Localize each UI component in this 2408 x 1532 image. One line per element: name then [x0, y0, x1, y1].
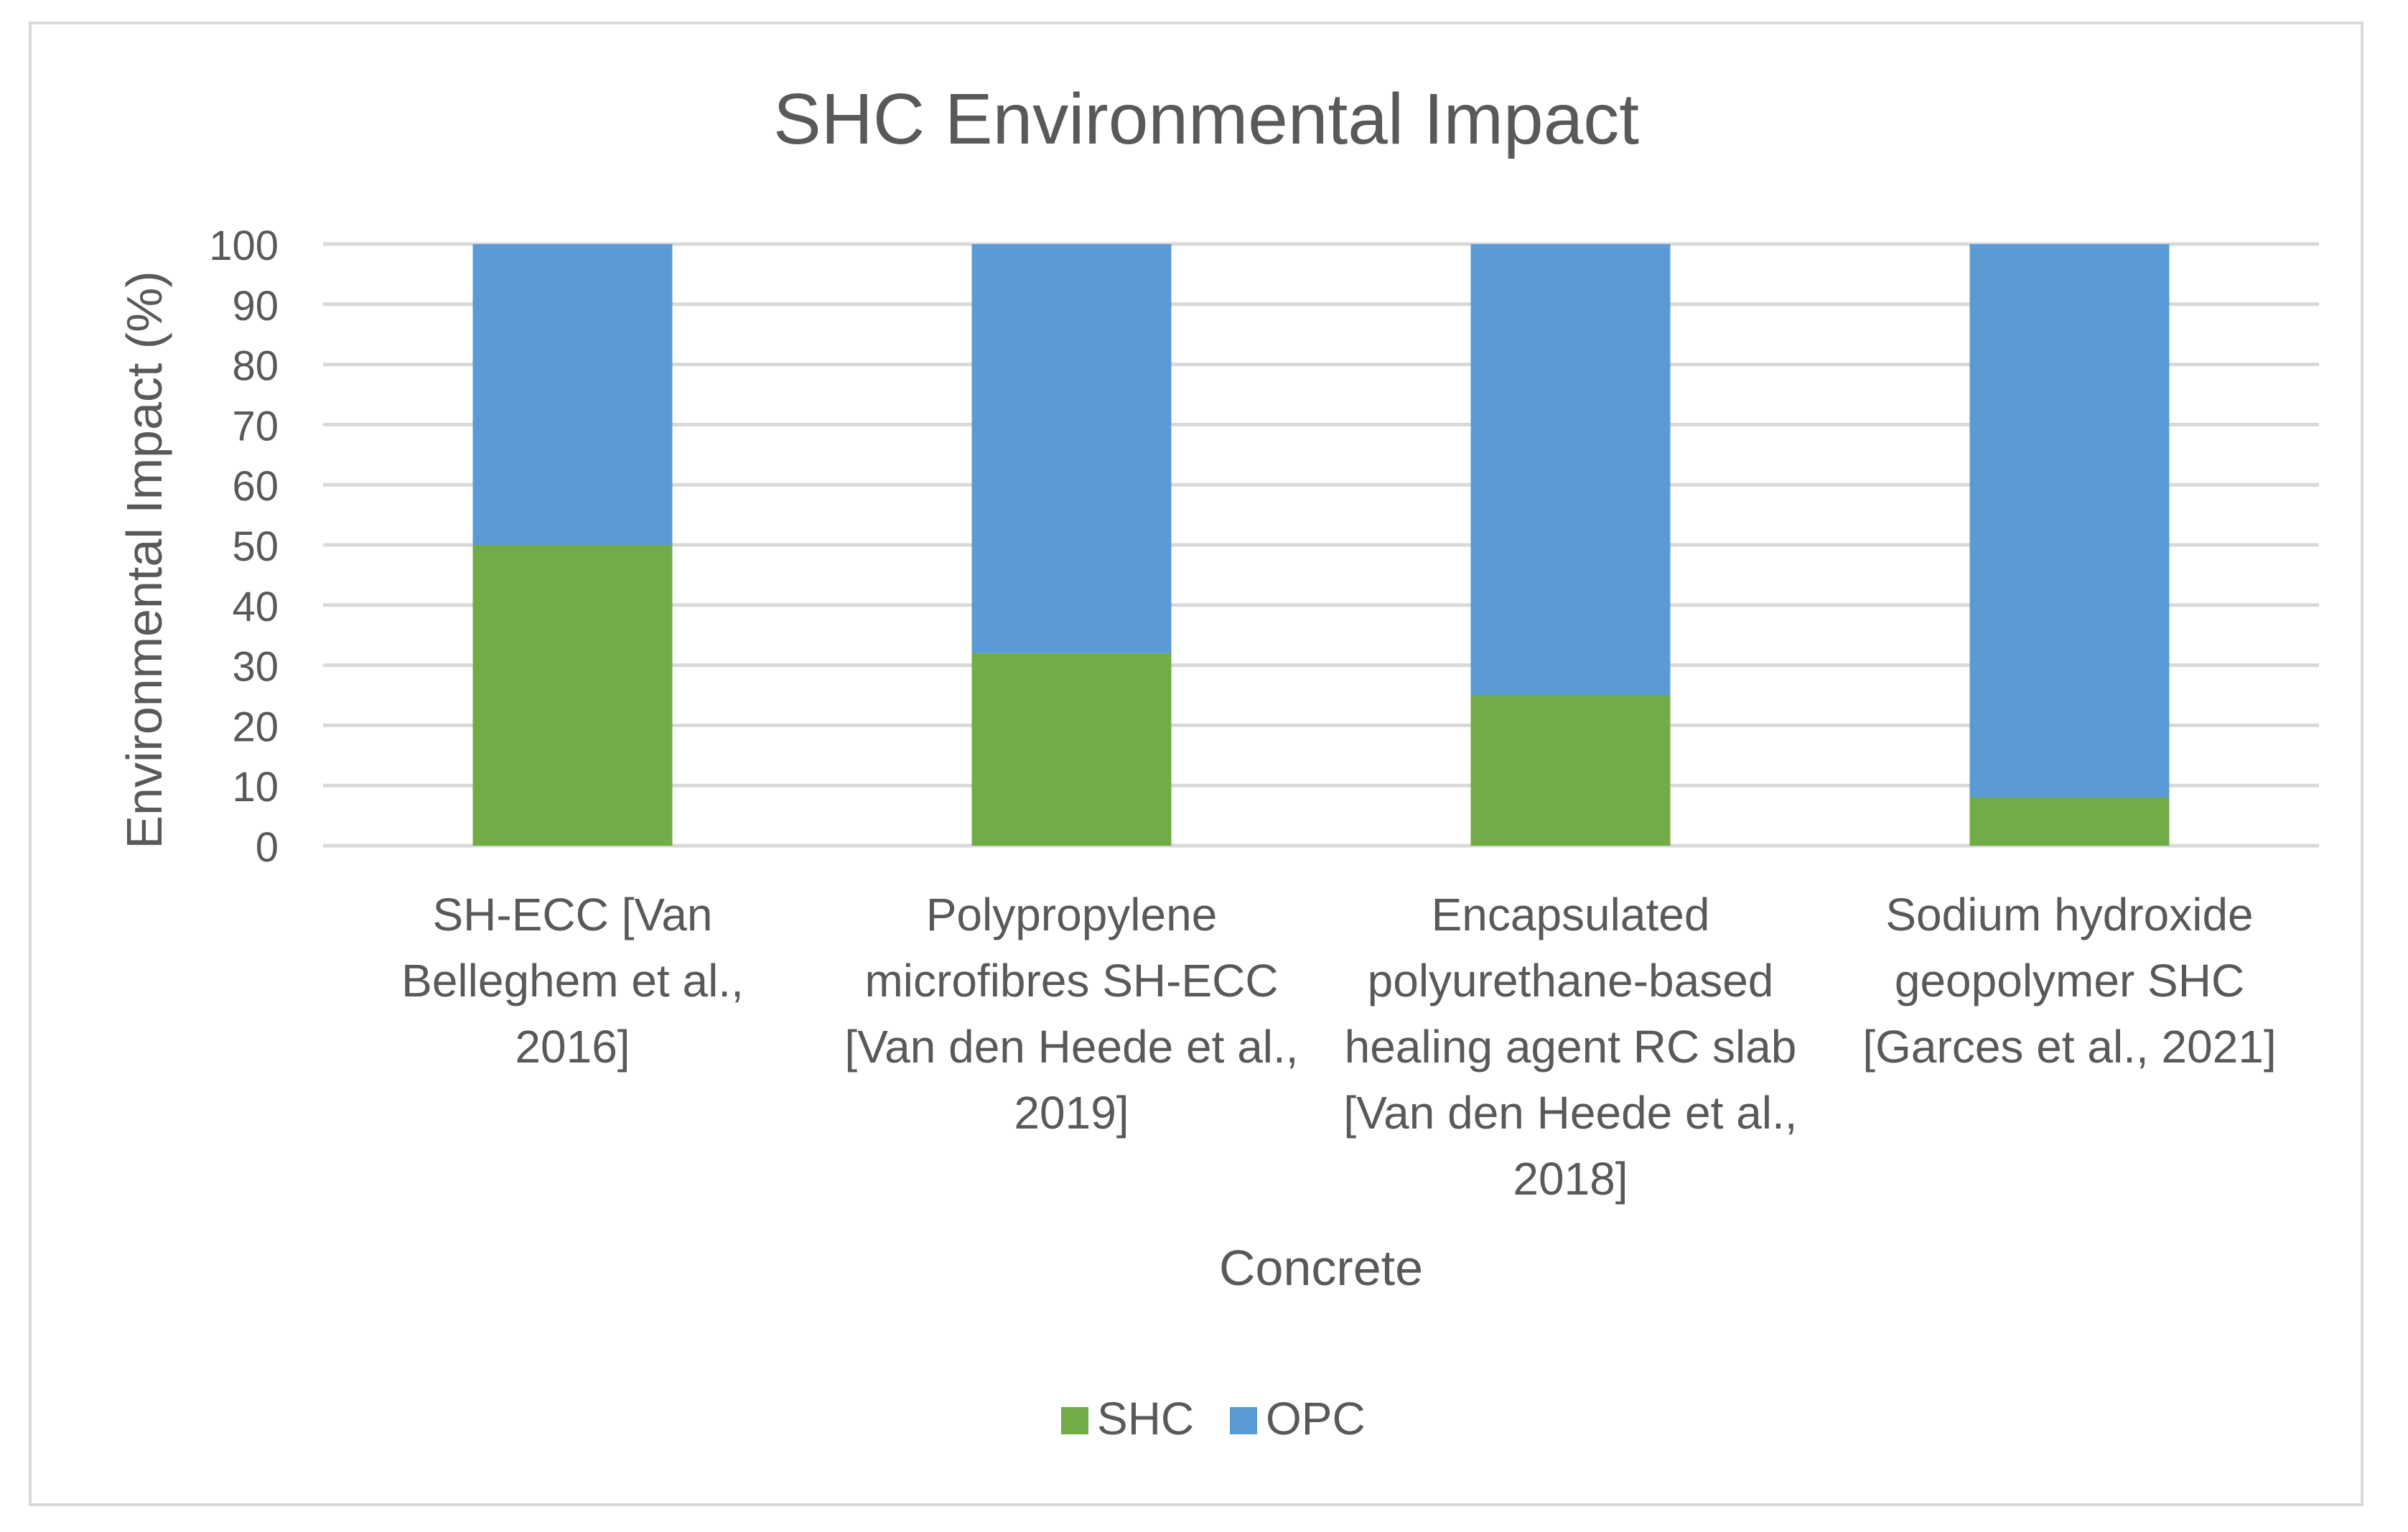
x-tick-label: polyurethane-based: [1368, 955, 1774, 1006]
y-tick-label: 30: [232, 644, 279, 691]
x-tick-label: [Van den Heede et al.,: [1343, 1087, 1797, 1139]
legend-label-opc: OPC: [1266, 1393, 1366, 1444]
x-tick-label: 2018]: [1513, 1153, 1628, 1205]
x-axis-labels: SH-ECC [Van Belleghem et al., 2016] Polypro…: [401, 889, 2277, 1205]
x-tick-label: microfibres SH-ECC: [864, 955, 1278, 1006]
x-tick-label: Sodium hydroxide: [1885, 889, 2253, 940]
x-tick-label: [Van den Heede et al.,: [844, 1021, 1298, 1073]
bar-opc-3: [1470, 244, 1671, 696]
x-tick-label: healing agent RC slab: [1345, 1021, 1797, 1073]
bar-shc-2: [971, 653, 1172, 846]
legend-swatch-shc: [1061, 1407, 1088, 1434]
bar-shc-1: [472, 545, 673, 846]
y-tick-label: 0: [256, 824, 279, 871]
bars: [472, 244, 2170, 846]
chart-title: SHC Environmental Impact: [773, 79, 1639, 159]
x-tick-label: Encapsulated: [1432, 889, 1710, 940]
bar-opc-4: [1969, 244, 2170, 798]
y-tick-label: 100: [209, 223, 279, 269]
y-tick-label: 50: [232, 523, 279, 570]
bar-shc-4: [1969, 797, 2170, 846]
x-tick-label: Belleghem et al.,: [401, 955, 744, 1006]
bar-shc-3: [1470, 695, 1671, 846]
legend-swatch-opc: [1230, 1407, 1257, 1434]
bar-opc-1: [472, 244, 673, 545]
y-tick-label: 10: [232, 764, 279, 811]
x-tick-label: 2019]: [1014, 1087, 1129, 1139]
x-tick-label: [Garces et al., 2021]: [1862, 1021, 2276, 1073]
y-tick-label: 40: [232, 584, 279, 630]
y-axis-title: Environmental Impact (%): [116, 271, 172, 849]
x-tick-label: geopolymer SHC: [1895, 955, 2244, 1006]
legend: SHC OPC: [1061, 1393, 1366, 1444]
y-tick-label: 60: [232, 463, 279, 510]
y-tick-label: 90: [232, 283, 279, 330]
x-tick-label: SH-ECC [Van: [432, 889, 712, 940]
y-axis-ticks: 0 10 20 30 40 50 60 70 80 90 100: [209, 223, 279, 871]
x-tick-label: 2016]: [515, 1021, 630, 1073]
y-tick-label: 80: [232, 343, 279, 390]
x-tick-label: Polypropylene: [926, 889, 1218, 940]
legend-label-shc: SHC: [1097, 1393, 1194, 1444]
x-axis-title: Concrete: [1219, 1240, 1423, 1296]
y-tick-label: 70: [232, 403, 279, 449]
y-tick-label: 20: [232, 704, 279, 750]
bar-opc-2: [971, 244, 1172, 653]
